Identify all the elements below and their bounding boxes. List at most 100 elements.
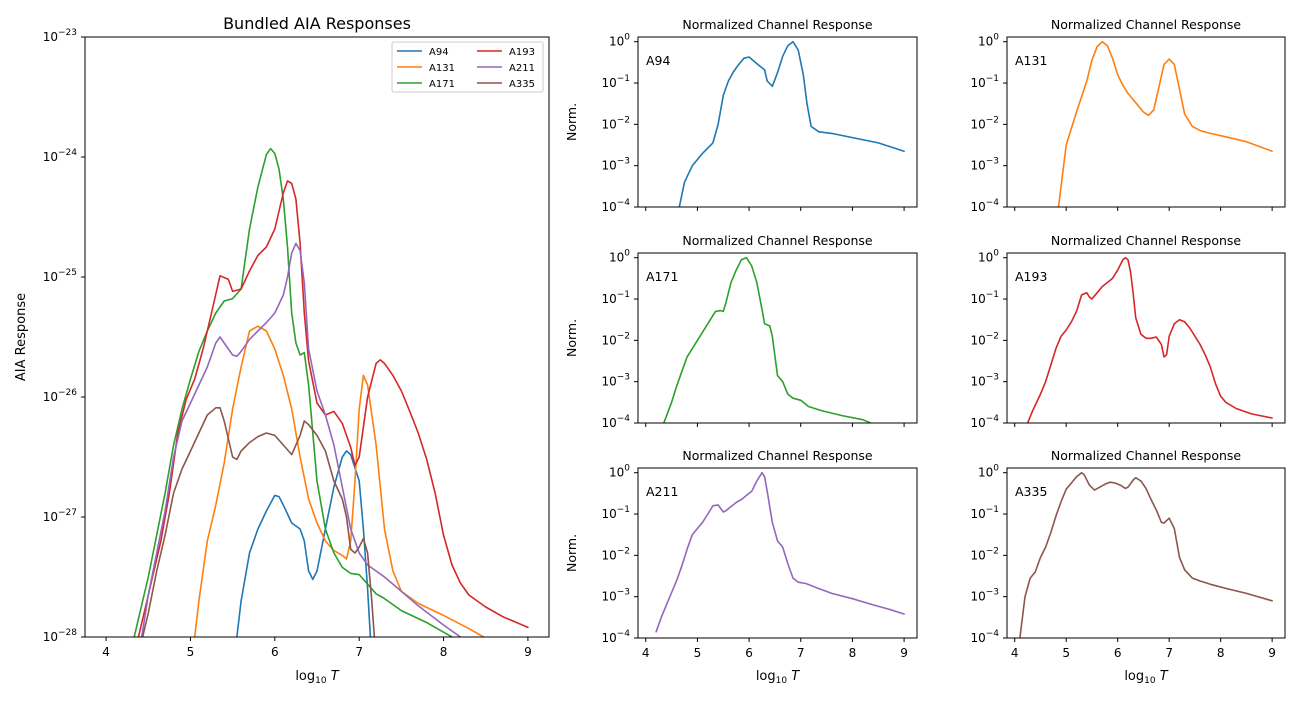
panel-y-tick-label: 100 xyxy=(978,249,999,265)
series-line-a335 xyxy=(141,407,376,637)
panel-x-tick-label: 6 xyxy=(745,646,753,660)
legend-label-a193: A193 xyxy=(509,47,535,58)
panel-y-tick-label: 10−4 xyxy=(970,414,999,430)
panel-frame-a211 xyxy=(637,467,918,639)
panel-frame-a335 xyxy=(1006,467,1286,639)
main-x-axis-label: log10 T xyxy=(295,669,339,686)
panel-y-tick-label: 10−4 xyxy=(601,198,630,214)
main-y-tick-label: 10−24 xyxy=(43,148,78,164)
series-line-a211 xyxy=(140,242,462,637)
main-x-tick-label: 6 xyxy=(271,645,279,659)
panel-line-a171 xyxy=(663,256,872,423)
panel-channel-label-a94: A94 xyxy=(646,53,671,68)
panel-x-tick-label: 5 xyxy=(1062,646,1070,660)
panel-y-tick-label: 100 xyxy=(978,464,999,480)
panel-y-tick-label: 10−2 xyxy=(970,115,999,131)
main-x-tick-label: 4 xyxy=(102,645,110,659)
panel-title-a171: Normalized Channel Response xyxy=(682,233,872,248)
panel-x-tick-label: 8 xyxy=(1217,646,1225,660)
panel-y-tick-label: 10−3 xyxy=(970,373,999,389)
main-x-tick-label: 5 xyxy=(187,645,195,659)
panel-x-axis-label-a335: log10 T xyxy=(1124,669,1168,686)
main-x-tick-label: 9 xyxy=(524,645,532,659)
panel-y-tick-label: 10−2 xyxy=(970,546,999,562)
panel-y-axis-label-a211: Norm. xyxy=(564,534,579,572)
legend-box xyxy=(391,41,544,93)
panel-y-tick-label: 10−3 xyxy=(601,588,630,604)
panel-x-tick-label: 8 xyxy=(849,646,857,660)
panel-y-tick-label: 100 xyxy=(609,249,630,265)
panel-frame-a171 xyxy=(637,252,918,424)
panel-channel-label-a211: A211 xyxy=(646,484,678,499)
main-y-tick-label: 10−28 xyxy=(43,628,78,644)
panel-x-tick-label: 7 xyxy=(1165,646,1173,660)
panel-frame-a94 xyxy=(637,36,918,208)
main-y-tick-label: 10−26 xyxy=(43,388,78,404)
legend-label-a171: A171 xyxy=(429,79,455,90)
panel-y-tick-label: 10−3 xyxy=(970,588,999,604)
panel-y-tick-label: 10−2 xyxy=(601,331,630,347)
panel-y-tick-label: 10−3 xyxy=(970,157,999,173)
main-x-tick-label: 8 xyxy=(440,645,448,659)
panel-y-tick-label: 100 xyxy=(609,33,630,49)
panel-title-a131: Normalized Channel Response xyxy=(1051,17,1241,32)
panel-line-a211 xyxy=(655,471,905,633)
series-line-a193 xyxy=(137,180,529,637)
panel-y-tick-label: 10−2 xyxy=(601,546,630,562)
main-y-axis-label: AIA Response xyxy=(14,293,29,381)
panel-x-axis-label-a211: log10 T xyxy=(756,669,800,686)
panel-title-a193: Normalized Channel Response xyxy=(1051,233,1241,248)
panel-title-a335: Normalized Channel Response xyxy=(1051,448,1241,463)
main-y-tick-label: 10−23 xyxy=(43,28,77,44)
panel-x-tick-label: 9 xyxy=(900,646,908,660)
panel-y-tick-label: 10−2 xyxy=(601,115,630,131)
panel-line-a131 xyxy=(1057,40,1273,207)
legend-label-a335: A335 xyxy=(509,79,535,90)
panel-y-axis-label-a171: Norm. xyxy=(564,319,579,357)
main-y-tick-label: 10−25 xyxy=(43,268,77,284)
series-line-a94 xyxy=(236,450,372,637)
panel-title-a94: Normalized Channel Response xyxy=(682,17,872,32)
panel-y-tick-label: 10−2 xyxy=(970,331,999,347)
panel-y-tick-label: 10−1 xyxy=(970,290,999,306)
panel-line-a335 xyxy=(1019,471,1273,638)
panel-line-a193 xyxy=(1026,256,1273,423)
legend-label-a211: A211 xyxy=(509,63,535,74)
panel-x-tick-label: 6 xyxy=(1114,646,1122,660)
legend-label-a94: A94 xyxy=(429,47,449,58)
panel-y-tick-label: 10−1 xyxy=(970,74,999,90)
panel-y-tick-label: 10−1 xyxy=(601,505,630,521)
panel-x-tick-label: 4 xyxy=(1011,646,1019,660)
panel-y-tick-label: 10−3 xyxy=(601,373,630,389)
panel-title-a211: Normalized Channel Response xyxy=(682,448,872,463)
panel-frame-a131 xyxy=(1006,36,1286,208)
panel-y-tick-label: 10−4 xyxy=(970,198,999,214)
panel-channel-label-a171: A171 xyxy=(646,269,678,284)
panel-x-tick-label: 9 xyxy=(1268,646,1276,660)
panel-y-tick-label: 10−1 xyxy=(970,505,999,521)
panel-y-tick-label: 10−4 xyxy=(970,629,999,645)
main-chart-title: Bundled AIA Responses xyxy=(223,14,411,33)
panel-y-axis-label-a94: Norm. xyxy=(564,103,579,141)
panel-x-tick-label: 7 xyxy=(797,646,805,660)
panel-y-tick-label: 10−3 xyxy=(601,157,630,173)
main-x-tick-label: 7 xyxy=(355,645,363,659)
panel-y-tick-label: 10−1 xyxy=(601,74,630,90)
panel-x-tick-label: 4 xyxy=(642,646,650,660)
panel-channel-label-a193: A193 xyxy=(1015,269,1047,284)
panel-channel-label-a131: A131 xyxy=(1015,53,1047,68)
series-line-a131 xyxy=(193,325,486,637)
panel-y-tick-label: 10−4 xyxy=(601,414,630,430)
main-plot-frame xyxy=(84,36,550,638)
panel-y-tick-label: 100 xyxy=(978,33,999,49)
main-y-tick-label: 10−27 xyxy=(43,508,77,524)
panel-frame-a193 xyxy=(1006,252,1286,424)
panel-line-a94 xyxy=(678,40,905,207)
panel-y-tick-label: 10−4 xyxy=(601,629,630,645)
panel-y-tick-label: 10−1 xyxy=(601,290,630,306)
panel-channel-label-a335: A335 xyxy=(1015,484,1047,499)
legend-label-a131: A131 xyxy=(429,63,455,74)
panel-y-tick-label: 100 xyxy=(609,464,630,480)
panel-x-tick-label: 5 xyxy=(694,646,702,660)
